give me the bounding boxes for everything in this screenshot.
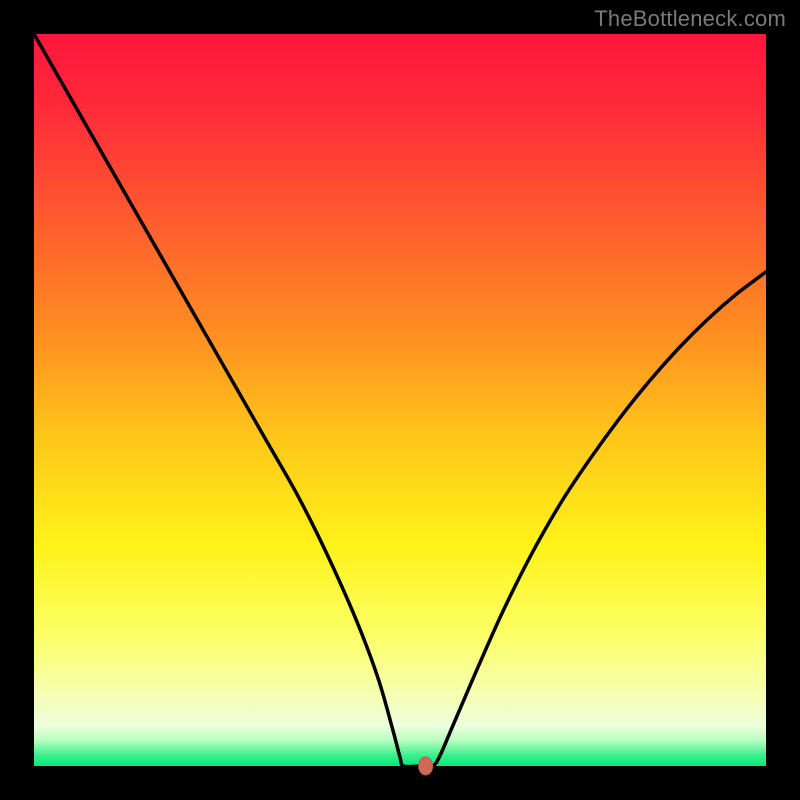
- watermark-text: TheBottleneck.com: [594, 6, 786, 32]
- bottleneck-chart: [0, 0, 800, 800]
- minimum-marker: [419, 757, 433, 775]
- chart-frame: TheBottleneck.com: [0, 0, 800, 800]
- plot-background: [34, 34, 766, 766]
